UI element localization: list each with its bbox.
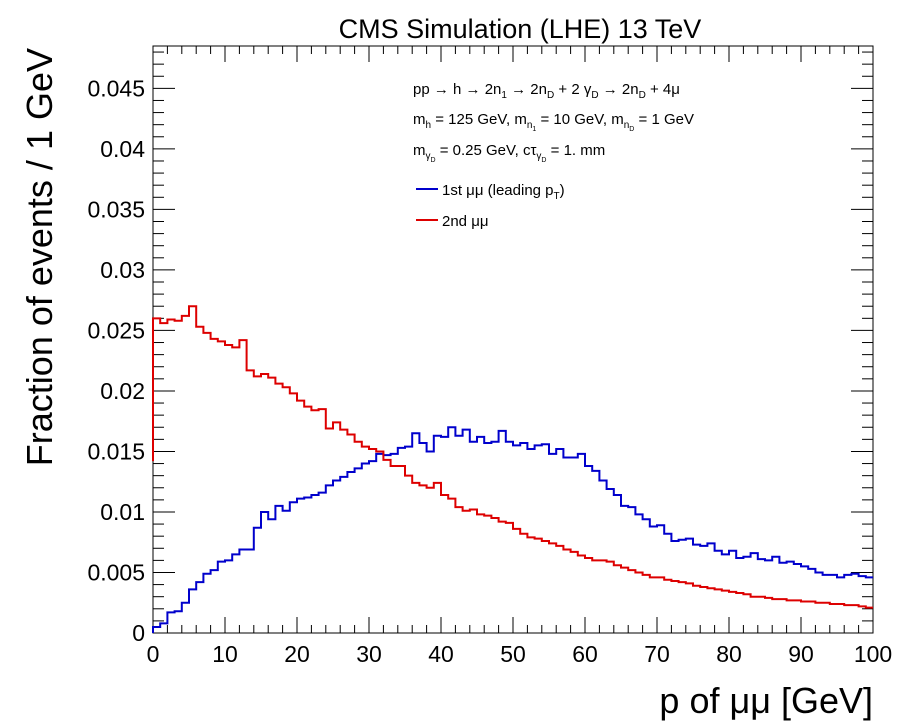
x-axis-label: p of μμ [GeV]: [659, 680, 873, 721]
dp-sub-2: γ: [536, 151, 541, 162]
mass-part-4: = 1 GeV: [634, 111, 694, 128]
x-tick-label: 60: [572, 641, 598, 667]
legend-label-second: 2nd μμ: [442, 213, 488, 230]
legend-label-leading: 1st μμ (leading pT): [442, 182, 565, 202]
mass-subsub-3: D: [629, 126, 634, 133]
series-line-second: [152, 305, 873, 609]
process-sub-2: D: [547, 90, 554, 101]
mass-part-1: m: [413, 111, 426, 128]
dp-part-2: = 0.25 GeV, cτ: [436, 142, 537, 159]
x-tick-label: 80: [716, 641, 742, 667]
y-tick-label: 0: [132, 620, 145, 646]
process-sub-3: D: [591, 90, 598, 101]
x-tick-label: 40: [428, 641, 454, 667]
process-part-2: → 2n: [507, 81, 547, 98]
series-group: [152, 305, 873, 633]
y-tick-label: 0.035: [87, 196, 145, 222]
process-annotation: pp → h → 2n1 → 2nD + 2 γD → 2nD + 4μ: [413, 81, 680, 101]
process-sub-4: D: [639, 90, 646, 101]
x-tick-label: 90: [788, 641, 814, 667]
annotation-block: pp → h → 2n1 → 2nD + 2 γD → 2nD + 4μ mh …: [413, 81, 694, 164]
series-line-leading: [152, 426, 873, 633]
x-tick-label: 70: [644, 641, 670, 667]
mass-part-2: = 125 GeV, m: [431, 111, 527, 128]
mass-annotation: mh = 125 GeV, mn1 = 10 GeV, mnD = 1 GeV: [413, 111, 694, 133]
y-tick-label: 0.025: [87, 317, 145, 343]
process-part-1: pp → h → 2n: [413, 81, 501, 98]
mass-subsub-2: 1: [532, 126, 536, 133]
legend-leading-tail: ): [560, 182, 565, 199]
dp-part-1: m: [413, 142, 426, 159]
mass-part-3: = 10 GeV, m: [536, 111, 623, 128]
process-part-4: → 2n: [599, 81, 639, 98]
dp-subsub-1: D: [431, 157, 436, 164]
y-tick-label: 0.005: [87, 559, 145, 585]
x-tick-label: 0: [147, 641, 160, 667]
dp-subsub-2: D: [541, 157, 546, 164]
legend-leading-base: 1st μμ (leading p: [442, 182, 554, 199]
legend: 1st μμ (leading pT) 2nd μμ: [416, 182, 565, 230]
legend-leading-sub: T: [554, 191, 560, 202]
process-sub-1: 1: [501, 90, 507, 101]
mass-sub-3: n: [624, 120, 630, 131]
y-tick-label: 0.04: [100, 136, 145, 162]
dp-part-3: = 1. mm: [546, 142, 605, 159]
y-tick-label: 0.045: [87, 75, 145, 101]
x-tick-label: 20: [284, 641, 310, 667]
darkphoton-annotation: mγD = 0.25 GeV, cτγD = 1. mm: [413, 142, 605, 164]
x-tick-label: 10: [212, 641, 238, 667]
mass-sub-1: h: [426, 120, 432, 131]
x-tick-label: 50: [500, 641, 526, 667]
y-tick-label: 0.03: [100, 257, 145, 283]
y-tick-label: 0.015: [87, 438, 145, 464]
process-part-5: + 4μ: [646, 81, 680, 98]
dp-sub-1: γ: [426, 151, 431, 162]
x-tick-label: 30: [356, 641, 382, 667]
y-tick-label: 0.01: [100, 499, 145, 525]
y-tick-label: 0.02: [100, 378, 145, 404]
mass-sub-2: n: [527, 120, 533, 131]
x-tick-label: 100: [854, 641, 892, 667]
chart-title: CMS Simulation (LHE) 13 TeV: [339, 14, 702, 44]
y-axis-label: Fraction of events / 1 GeV: [19, 48, 60, 466]
process-part-3: + 2 γ: [554, 81, 592, 98]
